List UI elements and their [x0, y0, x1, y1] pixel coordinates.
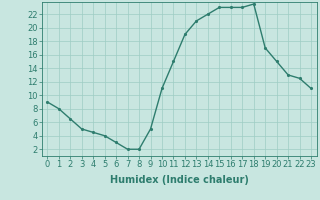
X-axis label: Humidex (Indice chaleur): Humidex (Indice chaleur) [110, 175, 249, 185]
